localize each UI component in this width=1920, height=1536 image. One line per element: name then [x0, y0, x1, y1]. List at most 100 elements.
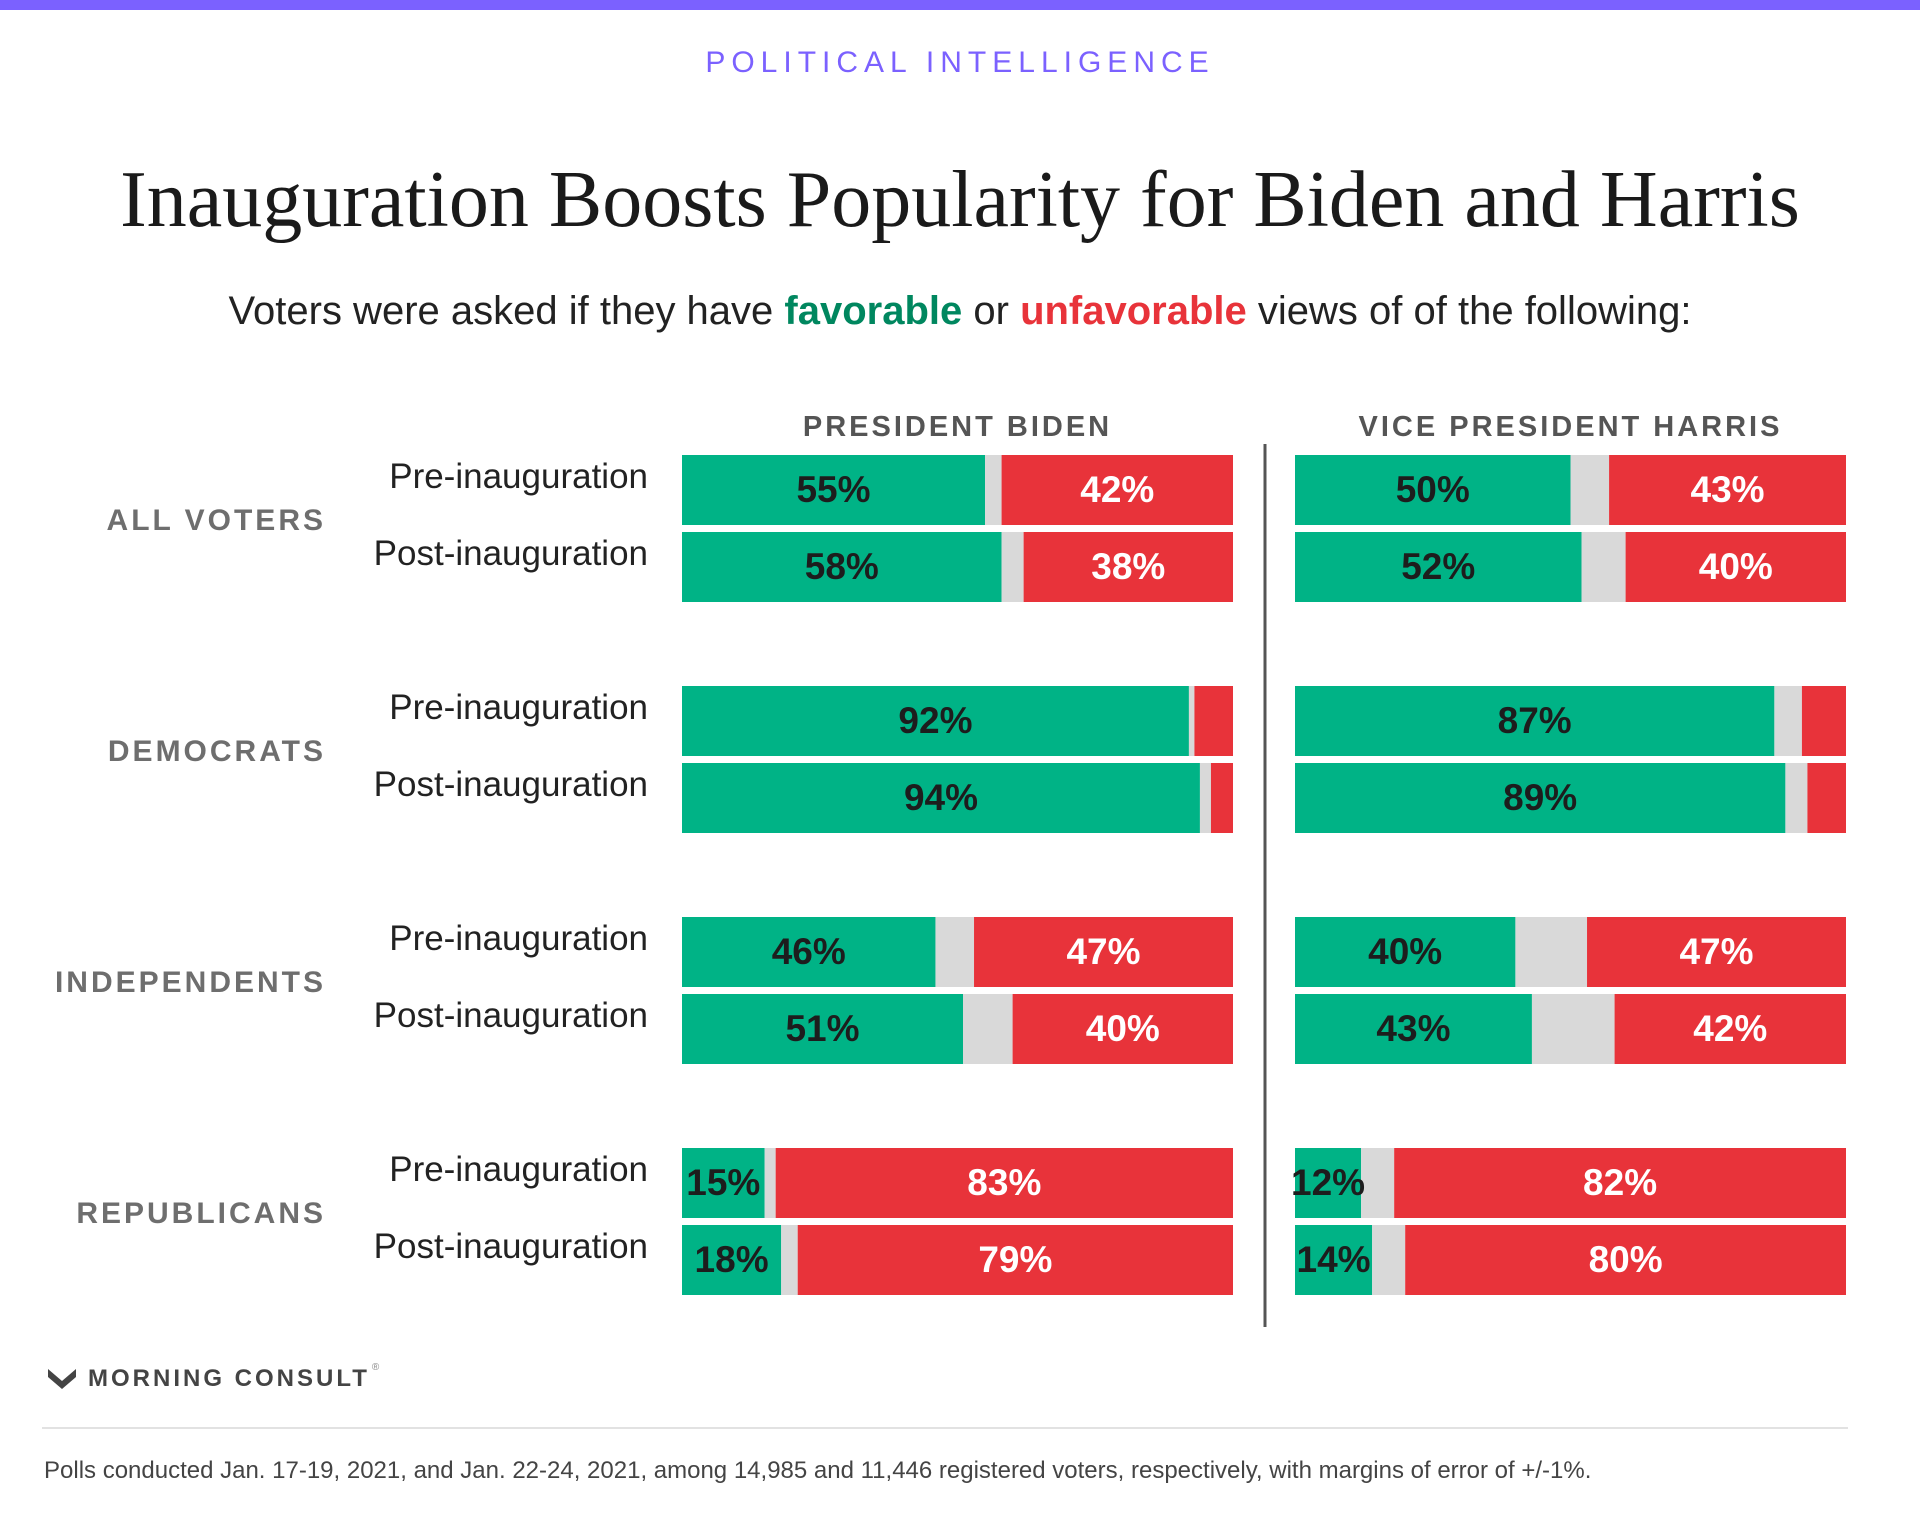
bar-neutral [1001, 532, 1024, 602]
value-label-favorable: 43% [1376, 1008, 1450, 1049]
subtitle-text-after: views of of the following: [1246, 289, 1692, 333]
section-kicker: POLITICAL INTELLIGENCE [705, 46, 1215, 79]
value-label-favorable: 50% [1396, 469, 1470, 510]
bar-neutral [985, 455, 1002, 525]
bar-neutral [1188, 686, 1195, 756]
bar-unfavorable [1394, 1148, 1846, 1218]
bar-favorable [1295, 1148, 1362, 1218]
value-label-unfavorable: 42% [1693, 1008, 1767, 1049]
value-label-favorable: 55% [796, 469, 870, 510]
brand-footer: MORNING CONSULT ® [46, 1362, 379, 1396]
group-label-all-voters: ALL VOTERS [107, 504, 326, 537]
bar-favorable [682, 994, 964, 1064]
brand-name: MORNING CONSULT [88, 1365, 370, 1392]
bar-unfavorable [797, 1225, 1233, 1295]
bar-unfavorable [1614, 994, 1846, 1064]
bar-neutral [935, 917, 975, 987]
bar-favorable [682, 917, 936, 987]
bar-unfavorable [1807, 763, 1846, 833]
subtitle-unfavorable: unfavorable [1020, 289, 1247, 333]
bar-unfavorable [775, 1148, 1233, 1218]
bar-neutral [781, 1225, 798, 1295]
value-label-favorable: 94% [904, 777, 978, 818]
morning-consult-logo-icon [48, 1369, 76, 1389]
bar-favorable [1295, 532, 1582, 602]
value-label-favorable: 14% [1297, 1239, 1371, 1280]
bar-favorable [1295, 455, 1571, 525]
bar-unfavorable [1194, 686, 1233, 756]
row-label: Pre-inauguration [389, 457, 648, 496]
bar-favorable [1295, 994, 1532, 1064]
bar-neutral [963, 994, 1013, 1064]
value-label-favorable: 51% [785, 1008, 859, 1049]
methodology-footnote: Polls conducted Jan. 17-19, 2021, and Ja… [44, 1457, 1592, 1484]
value-label-favorable: 58% [805, 546, 879, 587]
panel-header-president-biden: PRESIDENT BIDEN [803, 411, 1112, 443]
value-label-unfavorable: 80% [1589, 1239, 1663, 1280]
value-label-favorable: 87% [1498, 700, 1572, 741]
value-label-unfavorable: 83% [967, 1162, 1041, 1203]
bar-unfavorable [1210, 763, 1233, 833]
favorability-chart: PRESIDENT BIDEN VICE PRESIDENT HARRIS ALL … [55, 411, 1846, 1327]
row-label: Post-inauguration [374, 765, 648, 804]
bar-neutral [764, 1148, 776, 1218]
value-label-favorable: 18% [695, 1239, 769, 1280]
value-label-favorable: 92% [898, 700, 972, 741]
bar-unfavorable [1625, 532, 1846, 602]
bar-neutral [1515, 917, 1588, 987]
bar-neutral [1570, 455, 1610, 525]
top-accent-bar [0, 0, 1920, 10]
bar-unfavorable [1023, 532, 1233, 602]
group-label-republicans: REPUBLICANS [76, 1197, 326, 1230]
subtitle-text-before: Voters were asked if they have [228, 289, 785, 333]
chart-subtitle: Voters were asked if they have favorable… [0, 286, 1920, 336]
bar-unfavorable [1405, 1225, 1846, 1295]
row-label: Post-inauguration [374, 996, 648, 1035]
bar-favorable [682, 455, 986, 525]
value-label-favorable: 12% [1291, 1162, 1365, 1203]
brand-registered-mark: ® [371, 1362, 380, 1373]
value-label-unfavorable: 47% [1679, 931, 1753, 972]
value-label-unfavorable: 47% [1066, 931, 1140, 972]
bar-neutral [1531, 994, 1615, 1064]
value-label-favorable: 15% [686, 1162, 760, 1203]
bar-favorable [1295, 763, 1786, 833]
bar-neutral [1785, 763, 1808, 833]
bar-neutral [1372, 1225, 1406, 1295]
value-label-unfavorable: 38% [1091, 546, 1165, 587]
value-label-unfavorable: 82% [1583, 1162, 1657, 1203]
row-label: Pre-inauguration [389, 1150, 648, 1189]
subtitle-text-middle: or [962, 289, 1021, 333]
row-label: Pre-inauguration [389, 688, 648, 727]
bar-unfavorable [1012, 994, 1233, 1064]
value-label-unfavorable: 40% [1086, 1008, 1160, 1049]
bar-neutral [1581, 532, 1626, 602]
bar-unfavorable [1609, 455, 1846, 525]
bar-favorable [682, 763, 1200, 833]
bar-favorable [1295, 1225, 1373, 1295]
value-label-favorable: 46% [772, 931, 846, 972]
subtitle-favorable: favorable [784, 289, 963, 333]
value-label-unfavorable: 79% [978, 1239, 1052, 1280]
value-label-favorable: 89% [1503, 777, 1577, 818]
group-label-independents: INDEPENDENTS [55, 966, 326, 999]
value-label-unfavorable: 42% [1080, 469, 1154, 510]
row-label: Post-inauguration [374, 1227, 648, 1266]
bar-unfavorable [1587, 917, 1846, 987]
row-label: Pre-inauguration [389, 919, 648, 958]
bar-neutral [1199, 763, 1211, 833]
value-label-unfavorable: 43% [1691, 469, 1765, 510]
bar-favorable [682, 532, 1002, 602]
group-label-democrats: DEMOCRATS [108, 735, 326, 768]
value-label-favorable: 52% [1401, 546, 1475, 587]
bar-unfavorable [1001, 455, 1233, 525]
bar-neutral [1361, 1148, 1395, 1218]
bar-unfavorable [1801, 686, 1846, 756]
bar-neutral [1774, 686, 1802, 756]
bar-favorable [1295, 917, 1516, 987]
row-label: Post-inauguration [374, 534, 648, 573]
footer-divider [42, 1427, 1848, 1429]
bar-favorable [1295, 686, 1775, 756]
value-label-unfavorable: 40% [1699, 546, 1773, 587]
bar-unfavorable [974, 917, 1233, 987]
